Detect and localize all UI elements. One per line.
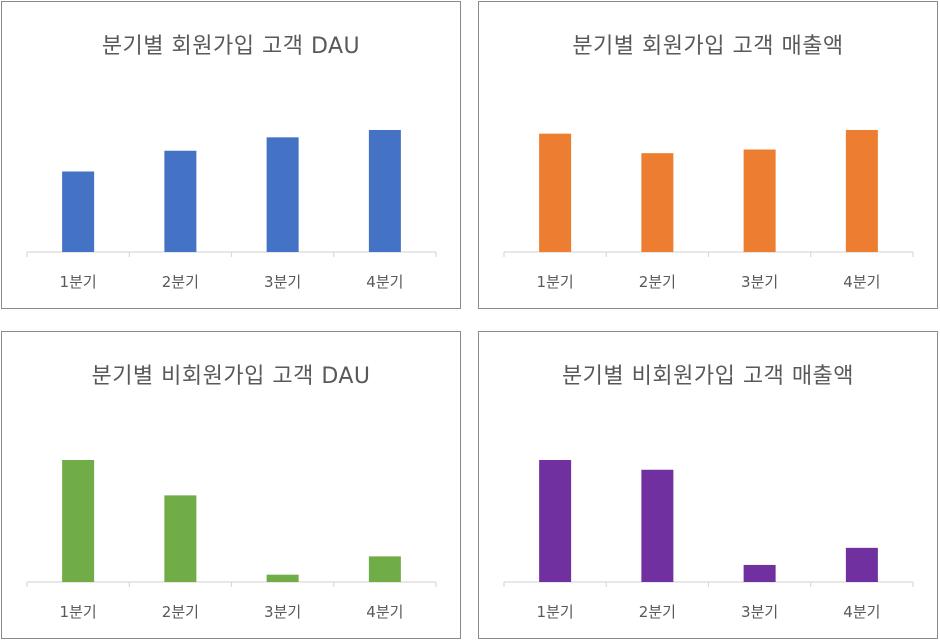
bar-3: [266, 137, 299, 252]
bar-chart-member-revenue: 1분기 2분기 3분기 4분기: [503, 130, 914, 291]
bar-4: [368, 130, 401, 252]
x-tick-label: 3분기: [264, 273, 301, 291]
chart-panel-member-revenue: 분기별 회원가입 고객 매출액 1분기 2분기 3분기 4분기: [478, 1, 938, 309]
bar-1: [539, 460, 572, 582]
x-tick-label: 4분기: [366, 273, 403, 291]
bar-3: [743, 564, 776, 582]
x-tick-label: 2분기: [639, 273, 676, 291]
x-tick-label: 3분기: [264, 603, 301, 621]
x-tick-label: 4분기: [366, 603, 403, 621]
bar-4: [845, 130, 878, 252]
chart-title: 분기별 회원가입 고객 매출액: [572, 34, 844, 59]
bar-3: [743, 149, 776, 252]
bar-2: [641, 469, 674, 582]
chart-title: 분기별 비회원가입 고객 DAU: [91, 364, 371, 389]
bar-1: [62, 171, 95, 252]
bar-1: [539, 133, 572, 252]
x-tick-label: 4분기: [843, 273, 880, 291]
chart-panel-member-dau: 분기별 회원가입 고객 DAU 1분기 2분기 3분기 4분기: [1, 1, 461, 309]
x-tick-label: 1분기: [537, 603, 574, 621]
x-tick-label: 2분기: [639, 603, 676, 621]
bar-chart-nonmember-dau: 1분기 2분기 3분기 4분기: [26, 460, 437, 621]
bar-3: [266, 574, 299, 582]
bar-2: [164, 495, 197, 582]
x-tick-label: 1분기: [537, 273, 574, 291]
chart-panel-nonmember-dau: 분기별 비회원가입 고객 DAU 1분기 2분기 3분기 4분기: [1, 331, 461, 639]
bar-2: [164, 150, 197, 252]
chart-title: 분기별 회원가입 고객 DAU: [101, 34, 361, 59]
x-tick-label: 2분기: [162, 603, 199, 621]
bar-1: [62, 460, 95, 582]
x-tick-label: 2분기: [162, 273, 199, 291]
x-tick-label: 1분기: [60, 273, 97, 291]
x-tick-label: 1분기: [60, 603, 97, 621]
chart-panel-nonmember-revenue: 분기별 비회원가입 고객 매출액 1분기 2분기 3분기 4분기: [478, 331, 938, 639]
bar-chart-nonmember-revenue: 1분기 2분기 3분기 4분기: [503, 460, 914, 621]
bar-4: [845, 547, 878, 582]
chart-title: 분기별 비회원가입 고객 매출액: [561, 364, 855, 389]
bar-chart-member-dau: 1분기 2분기 3분기 4분기: [26, 130, 437, 291]
x-tick-label: 3분기: [741, 603, 778, 621]
x-tick-label: 4분기: [843, 603, 880, 621]
bar-2: [641, 153, 674, 252]
x-tick-label: 3분기: [741, 273, 778, 291]
bar-4: [368, 556, 401, 582]
